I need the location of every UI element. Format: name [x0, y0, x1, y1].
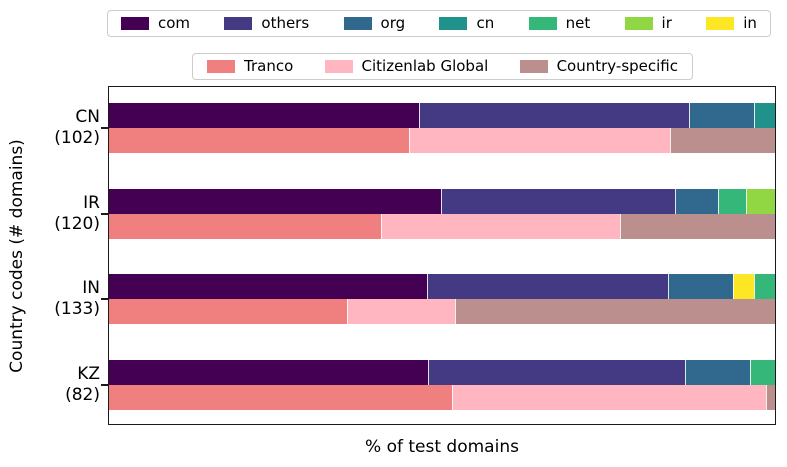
bar-segment-net — [750, 360, 775, 385]
bar-segment-net — [717, 189, 747, 214]
bar-segment-others — [418, 103, 690, 128]
in-swatch — [706, 17, 735, 30]
source-bar-kz — [109, 385, 775, 410]
y-tick-label-kz: KZ (82) — [0, 364, 100, 406]
bar-segment-com — [109, 103, 419, 128]
bar-segment-org — [689, 103, 755, 128]
bar-group-cn — [109, 103, 775, 153]
bar-segment-org — [675, 189, 718, 214]
country-code: KZ — [77, 364, 100, 384]
bar-segment-citizenlab-global — [346, 299, 455, 324]
bar-segment-cn — [754, 103, 775, 128]
legend-item: org — [343, 14, 406, 32]
domain-count: (82) — [65, 385, 100, 405]
legend-label: ir — [661, 14, 672, 32]
country-specific-swatch — [519, 60, 548, 73]
com-swatch — [121, 17, 149, 30]
bar-segment-net — [753, 274, 775, 299]
domain-count: (102) — [54, 128, 100, 148]
source-bar-in — [109, 299, 775, 324]
y-tick-label-cn: CN (102) — [0, 107, 100, 149]
legend-label: in — [743, 14, 757, 32]
bar-segment-country-specific — [454, 299, 775, 324]
bar-segment-citizenlab-global — [409, 128, 671, 153]
x-axis-label: % of test domains — [365, 437, 519, 457]
bar-segment-others — [440, 189, 676, 214]
bar-segment-tranco — [109, 128, 410, 153]
bar-segment-com — [109, 189, 441, 214]
tld-legend: com others org cn net ir in — [107, 10, 771, 37]
bar-group-in — [109, 274, 775, 324]
legend-label: Country-specific — [556, 57, 678, 75]
bar-segment-others — [426, 274, 669, 299]
country-code: IN — [82, 278, 100, 298]
plot-area — [108, 86, 776, 425]
bar-segment-country-specific — [619, 214, 775, 239]
net-swatch — [528, 17, 557, 30]
bar-segment-com — [109, 360, 428, 385]
source-legend: Tranco Citizenlab Global Country-specific — [192, 53, 693, 80]
source-bar-ir — [109, 214, 775, 239]
others-swatch — [224, 17, 253, 30]
legend-label: others — [261, 14, 310, 32]
bar-segment-others — [428, 360, 686, 385]
bar-segment-country-specific — [670, 128, 775, 153]
y-tick-kz — [101, 384, 109, 386]
legend-label: cn — [476, 14, 495, 32]
tranco-swatch — [207, 60, 235, 73]
y-tick-ir — [101, 213, 109, 215]
y-axis-label: Country codes (# domains) — [7, 139, 27, 373]
legend-label: Citizenlab Global — [361, 57, 489, 75]
bar-group-ir — [109, 189, 775, 239]
legend-item: Country-specific — [519, 57, 678, 75]
bar-segment-country-specific — [766, 385, 775, 410]
tld-bar-in — [109, 274, 775, 299]
ir-swatch — [624, 17, 653, 30]
legend-item: in — [706, 16, 757, 31]
legend-item: cn — [439, 16, 494, 31]
bar-segment-org — [668, 274, 734, 299]
bar-segment-in — [733, 274, 754, 299]
legend-item: Tranco — [207, 59, 293, 74]
country-code: IR — [83, 193, 100, 213]
legend-label: net — [565, 14, 591, 32]
bar-segment-citizenlab-global — [451, 385, 767, 410]
legend-item: Citizenlab Global — [324, 57, 489, 75]
bar-segment-tranco — [109, 299, 347, 324]
legend-label: org — [380, 14, 406, 32]
bar-segment-com — [109, 274, 427, 299]
bar-segment-ir — [746, 189, 775, 214]
citizenlab-global-swatch — [324, 60, 353, 73]
tld-bar-ir — [109, 189, 775, 214]
legend-item: ir — [624, 14, 672, 32]
source-bar-cn — [109, 128, 775, 153]
bar-segment-tranco — [109, 385, 452, 410]
domain-count: (133) — [54, 299, 100, 319]
country-code: CN — [75, 107, 100, 127]
legend-item: net — [528, 14, 591, 32]
legend-item: others — [224, 16, 309, 31]
bar-segment-org — [685, 360, 751, 385]
legend-label: Tranco — [244, 57, 294, 75]
y-tick-cn — [101, 127, 109, 129]
org-swatch — [343, 17, 372, 30]
legend-label: com — [158, 14, 191, 32]
domain-count: (120) — [54, 214, 100, 234]
y-tick-label-in: IN (133) — [0, 278, 100, 320]
tld-bar-cn — [109, 103, 775, 128]
tld-bar-kz — [109, 360, 775, 385]
legend-item: com — [121, 16, 190, 31]
bar-segment-citizenlab-global — [381, 214, 620, 239]
bar-segment-tranco — [109, 214, 382, 239]
cn-swatch — [439, 17, 468, 30]
y-tick-in — [101, 298, 109, 300]
bar-group-kz — [109, 360, 775, 410]
y-tick-label-ir: IR (120) — [0, 193, 100, 235]
